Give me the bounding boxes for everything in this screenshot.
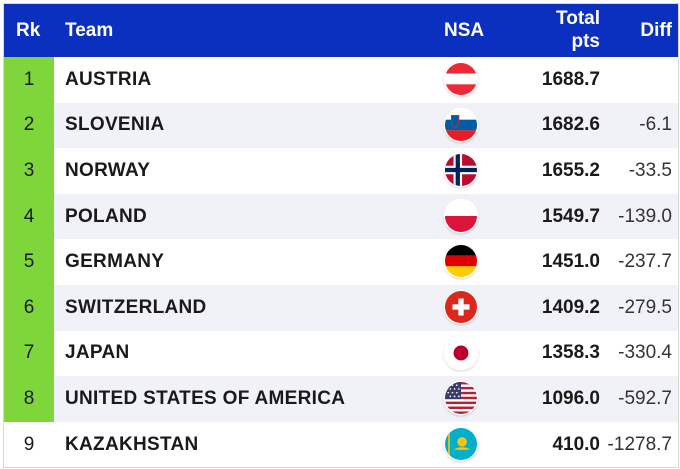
austria-flag-icon [445,63,477,95]
total-points: 1682.6 [541,114,600,136]
total-points: 1451.0 [541,251,600,273]
diff-value: -6.1 [639,114,672,136]
rank-cell: 8 [4,376,54,422]
team-name: POLAND [65,205,148,227]
usa-flag-icon [445,382,477,415]
team-name: GERMANY [65,251,165,273]
team-name: AUSTRIA [65,68,152,90]
header-diff[interactable]: Diff [640,20,672,41]
kazakhstan-flag-icon [445,427,477,460]
diff-value: -139.0 [618,205,672,227]
total-points: 1096.0 [541,387,600,409]
header-total-line1: Total [556,8,600,29]
team-name: SWITZERLAND [65,296,207,318]
total-points: 1549.7 [541,205,600,227]
slovenia-flag-icon [445,108,477,141]
poland-flag-icon [445,199,477,232]
germany-flag-icon [445,245,477,278]
total-points: 410.0 [552,433,600,455]
diff-value: -592.7 [618,387,672,409]
table-row[interactable]: 4 POLAND 1549.7 -139.0 [4,193,678,240]
norway-flag-icon [445,154,477,187]
team-name: UNITED STATES OF AMERICA [65,387,346,409]
team-name: KAZAKHSTAN [65,433,199,455]
diff-value: -1278.7 [607,433,672,455]
total-points: 1409.2 [541,296,600,318]
table-header: Rk Team NSA Total pts Diff [4,4,678,57]
table-row[interactable]: 2 SLOVENIA 1682.6 -6.1 [4,102,678,149]
header-rank[interactable]: Rk [16,20,41,41]
table-row[interactable]: 7 JAPAN 1358.3 -330.4 [4,330,678,377]
table-row[interactable]: 5 GERMANY 1451.0 -237.7 [4,239,678,285]
table-row[interactable]: 1 AUSTRIA 1688.7 [4,57,678,103]
rank-cell: 3 [4,148,54,194]
diff-value: -237.7 [618,251,672,273]
diff-value: -279.5 [618,296,672,318]
rank-cell: 2 [4,102,54,149]
total-points: 1358.3 [541,342,600,364]
header-total-pts[interactable]: Total pts [520,7,600,53]
table-row[interactable]: 8 UNITED STATES OF AMERICA [4,376,678,422]
table-row[interactable]: 3 NORWAY 1655.2 -33.5 [4,148,678,194]
table-row[interactable]: 6 SWITZERLAND 1409.2 -279.5 [4,284,678,331]
header-nsa[interactable]: NSA [444,20,485,41]
rank-cell: 4 [4,193,54,240]
rank-cell: 1 [4,57,54,103]
standings-table: Rk Team NSA Total pts Diff 1 AUSTRIA 1688… [3,3,679,469]
team-name: NORWAY [65,159,151,181]
rank-cell: 5 [4,239,54,285]
switzerland-flag-icon [445,290,477,323]
japan-flag-icon [445,336,477,369]
header-total-line2: pts [571,31,601,52]
total-points: 1688.7 [541,68,600,90]
team-name: JAPAN [65,342,130,364]
rank-cell: 7 [4,330,54,377]
diff-value: -330.4 [618,342,672,364]
header-team[interactable]: Team [65,20,114,41]
diff-value: -33.5 [628,159,672,181]
total-points: 1655.2 [541,159,600,181]
rank-cell: 9 [23,433,35,455]
rank-cell: 6 [4,284,54,331]
table-row[interactable]: 9 KAZAKHSTAN 410.0 -1278.7 [4,422,678,468]
team-name: SLOVENIA [65,114,165,136]
